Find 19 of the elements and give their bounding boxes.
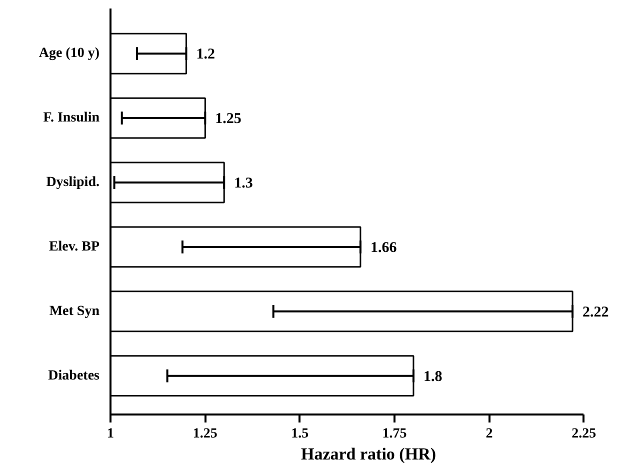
y-tick-label: Age (10 y) (38, 46, 100, 62)
x-tick-label: 1 (107, 426, 114, 442)
data-label: 1.25 (215, 111, 242, 128)
x-tick-label: 2.25 (572, 426, 596, 442)
y-tick-label: Diabetes (48, 368, 100, 384)
x-tick-label: 1.75 (382, 426, 407, 442)
y-tick-label: Met Syn (49, 304, 100, 319)
x-tick-label: 1.5 (291, 426, 309, 442)
y-tick-label: F. Insulin (43, 110, 100, 126)
data-label: 1.8 (423, 368, 442, 385)
data-label: 1.66 (370, 240, 398, 256)
y-tick-label: Elev. BP (48, 239, 100, 254)
data-label: 2.22 (582, 304, 609, 320)
y-tick-label: Dyslipid. (46, 175, 100, 190)
x-tick-label: 2 (486, 426, 493, 442)
x-axis-title: Hazard ratio (HR) (300, 444, 436, 464)
data-label: 1.3 (234, 176, 253, 192)
x-tick-label: 1.25 (192, 426, 218, 442)
data-label: 1.2 (196, 46, 215, 63)
